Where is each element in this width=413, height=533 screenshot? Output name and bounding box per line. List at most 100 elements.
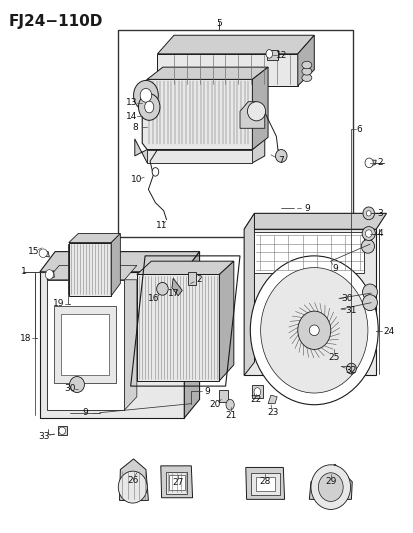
Text: 7: 7: [278, 156, 283, 165]
Text: 13: 13: [126, 98, 137, 107]
Ellipse shape: [39, 249, 47, 257]
Text: 24: 24: [382, 327, 393, 336]
Polygon shape: [160, 466, 192, 498]
Polygon shape: [244, 213, 254, 375]
Ellipse shape: [138, 94, 159, 120]
Ellipse shape: [254, 387, 260, 396]
Text: 9: 9: [82, 408, 88, 417]
Ellipse shape: [225, 399, 234, 410]
Ellipse shape: [362, 284, 377, 300]
Polygon shape: [252, 67, 268, 150]
Polygon shape: [157, 54, 297, 86]
Polygon shape: [147, 150, 252, 163]
Bar: [118, 30, 353, 237]
Text: 4: 4: [377, 229, 382, 238]
Polygon shape: [244, 213, 386, 229]
Ellipse shape: [366, 211, 370, 216]
Ellipse shape: [152, 167, 158, 176]
Polygon shape: [142, 79, 257, 150]
Text: 27: 27: [172, 478, 183, 487]
Polygon shape: [40, 252, 199, 272]
Text: 14: 14: [126, 111, 137, 120]
Polygon shape: [244, 229, 375, 375]
Ellipse shape: [362, 295, 377, 311]
Text: 2: 2: [195, 275, 201, 284]
Polygon shape: [184, 252, 199, 418]
Polygon shape: [124, 280, 137, 410]
Bar: [57, 426, 66, 435]
Ellipse shape: [301, 61, 311, 69]
Polygon shape: [47, 280, 124, 410]
Text: 9: 9: [331, 264, 337, 273]
Ellipse shape: [301, 68, 311, 75]
Polygon shape: [111, 233, 120, 296]
Ellipse shape: [364, 158, 373, 167]
Bar: [250, 473, 279, 495]
Text: 19: 19: [52, 299, 64, 308]
Text: 18: 18: [20, 334, 31, 343]
Ellipse shape: [145, 101, 153, 113]
Ellipse shape: [297, 311, 330, 350]
Ellipse shape: [346, 364, 356, 374]
Polygon shape: [309, 464, 351, 499]
Bar: [266, 50, 278, 60]
Polygon shape: [47, 271, 54, 279]
Ellipse shape: [140, 88, 151, 102]
Polygon shape: [69, 243, 111, 296]
Ellipse shape: [69, 376, 84, 392]
Polygon shape: [219, 261, 233, 381]
Bar: [54, 306, 116, 383]
Text: 10: 10: [131, 175, 142, 184]
Text: FJ24−110D: FJ24−110D: [9, 14, 103, 29]
Text: 32: 32: [344, 366, 356, 375]
Text: 25: 25: [328, 353, 339, 362]
Polygon shape: [40, 272, 184, 418]
Polygon shape: [240, 102, 264, 128]
Text: 33: 33: [38, 432, 50, 441]
Ellipse shape: [309, 325, 318, 336]
Text: 31: 31: [344, 305, 356, 314]
Ellipse shape: [247, 102, 265, 121]
Text: 9: 9: [303, 204, 309, 213]
Bar: [218, 390, 227, 402]
Ellipse shape: [45, 270, 53, 279]
Polygon shape: [137, 274, 219, 381]
Text: 29: 29: [324, 478, 336, 486]
Text: 6: 6: [356, 125, 362, 134]
Text: 26: 26: [127, 476, 138, 484]
Text: 17: 17: [168, 288, 179, 297]
Ellipse shape: [266, 50, 272, 58]
Polygon shape: [171, 278, 182, 296]
Text: 23: 23: [267, 408, 278, 417]
Polygon shape: [137, 261, 233, 274]
Ellipse shape: [361, 239, 374, 253]
Text: 11: 11: [155, 221, 167, 230]
Ellipse shape: [310, 465, 350, 510]
Text: 30: 30: [64, 384, 76, 393]
Text: 22: 22: [249, 395, 261, 404]
Polygon shape: [119, 459, 148, 500]
Text: 3: 3: [377, 209, 382, 218]
Bar: [255, 477, 275, 491]
Polygon shape: [268, 395, 276, 403]
Text: 1: 1: [21, 268, 26, 276]
Ellipse shape: [275, 150, 286, 163]
Text: 12: 12: [275, 51, 286, 60]
Ellipse shape: [250, 256, 377, 405]
Text: 9: 9: [204, 387, 209, 396]
Ellipse shape: [365, 230, 371, 237]
Ellipse shape: [156, 282, 168, 295]
Text: 15: 15: [28, 247, 39, 256]
Polygon shape: [254, 232, 363, 273]
Text: 21: 21: [225, 411, 236, 420]
Polygon shape: [69, 233, 120, 243]
Polygon shape: [47, 265, 137, 280]
Bar: [188, 272, 195, 285]
Text: 16: 16: [148, 294, 159, 303]
Bar: [169, 475, 184, 490]
Text: 30: 30: [341, 294, 352, 303]
Ellipse shape: [361, 227, 375, 240]
Bar: [60, 314, 109, 375]
Text: 2: 2: [377, 158, 382, 167]
Ellipse shape: [362, 207, 374, 220]
